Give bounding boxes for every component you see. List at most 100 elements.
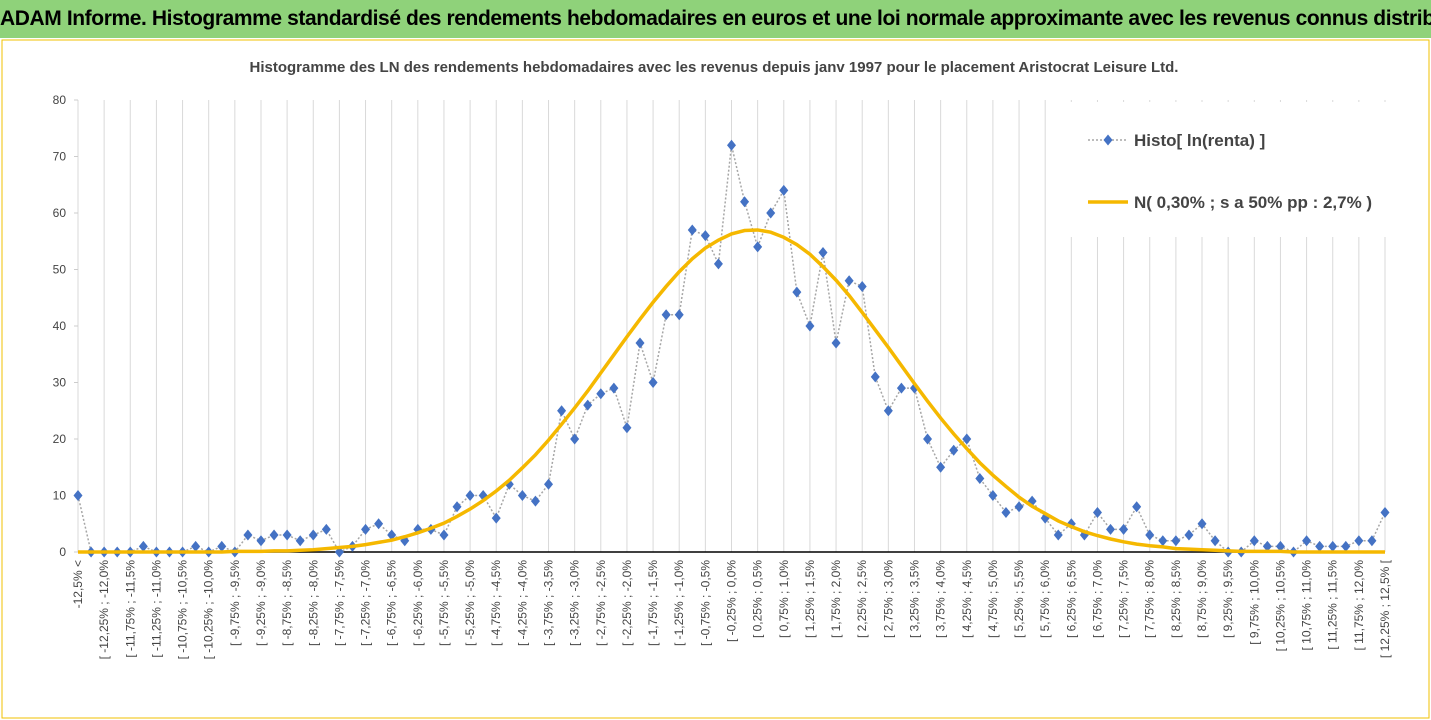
histo-marker [1302, 535, 1312, 547]
x-tick-label: [ -11,75% ; -11,5% [123, 560, 137, 658]
x-tick-label: [ 6,25% ; 6,5% [1064, 560, 1078, 638]
histo-marker [1275, 540, 1285, 552]
x-tick-label: [ -5,75% ; -5,5% [437, 560, 451, 646]
histo-marker [491, 512, 501, 524]
histo-marker [609, 382, 619, 394]
histo-marker [1014, 501, 1024, 513]
x-tick-label: [ 10,25% ; 10,5% [1273, 560, 1287, 652]
histo-marker [700, 230, 710, 242]
x-tick-label: [ 11,75% ; 12,0% [1352, 560, 1366, 651]
x-tick-label: [ 2,75% ; 3,0% [881, 560, 895, 638]
histo-marker [805, 320, 815, 332]
x-tick-label: [ 0,75% ; 1,0% [777, 560, 791, 638]
histo-marker [1341, 540, 1351, 552]
histo-marker [583, 399, 593, 411]
histo-marker [1249, 535, 1259, 547]
histo-marker [753, 241, 763, 253]
histo-marker [1328, 540, 1338, 552]
histo-marker [1119, 523, 1129, 535]
histo-marker [1197, 518, 1207, 530]
x-tick-label: [ 11,25% ; 11,5% [1326, 560, 1340, 650]
histo-marker [674, 309, 684, 321]
y-tick-label: 30 [53, 376, 67, 390]
chart-title: Histogramme des LN des rendements hebdom… [250, 59, 1179, 76]
y-tick-label: 20 [53, 432, 67, 446]
x-tick-label: [ 5,25% ; 5,5% [1012, 560, 1026, 638]
histo-marker [975, 473, 985, 485]
histo-marker [439, 529, 449, 541]
histo-marker [361, 523, 371, 535]
x-tick-label: [ -9,75% ; -9,5% [228, 560, 242, 646]
histo-marker [818, 247, 828, 259]
x-tick-label: [ 2,25% ; 2,5% [855, 560, 869, 638]
histo-marker [243, 529, 253, 541]
histo-marker [740, 196, 750, 208]
histo-marker [557, 405, 567, 417]
histo-marker [622, 422, 632, 434]
histo-marker [1040, 512, 1050, 524]
y-tick-label: 0 [59, 545, 66, 559]
x-tick-label: [ -10,25% ; -10,0% [202, 560, 216, 660]
y-tick-label: 40 [53, 319, 67, 333]
histo-marker [138, 540, 148, 552]
x-tick-label: -12,5% < [71, 560, 85, 608]
x-tick-label: [ -6,25% ; -6,0% [411, 560, 425, 646]
histo-marker [635, 337, 645, 349]
x-tick-label: [ 8,25% ; 8,5% [1169, 560, 1183, 638]
x-tick-label: [ -3,25% ; -3,0% [568, 560, 582, 646]
histo-marker [1380, 506, 1390, 518]
normal-curve [78, 228, 1385, 554]
histo-marker [321, 523, 331, 535]
x-tick-label: [ 3,25% ; 3,5% [907, 560, 921, 638]
x-tick-label: [ -12,25% ; -12,0% [97, 560, 111, 660]
x-tick-label: [ -10,75% ; -10,5% [176, 560, 190, 660]
histo-marker [1210, 535, 1220, 547]
x-tick-label: [ -7,75% ; -7,5% [332, 560, 346, 646]
chart: Histogramme des LN des rendements hebdom… [1, 39, 1430, 719]
x-tick-label: [ -8,75% ; -8,5% [280, 560, 294, 646]
x-tick-label: [ -6,75% ; -6,5% [385, 560, 399, 646]
x-tick-label: [ 9,25% ; 9,5% [1221, 560, 1235, 638]
histo-marker [870, 371, 880, 383]
histo-marker [844, 275, 854, 287]
y-tick-label: 10 [53, 489, 67, 503]
histo-marker [962, 433, 972, 445]
histo-marker [1145, 529, 1155, 541]
histo-marker [544, 478, 554, 490]
x-tick-label: [ 1,75% ; 2,0% [829, 560, 843, 638]
histo-marker [308, 529, 318, 541]
x-tick-label: [ -3,75% ; -3,5% [542, 560, 556, 646]
histo-marker [1106, 523, 1116, 535]
x-tick-label: [ 8,75% ; 9,0% [1195, 560, 1209, 638]
x-tick-label: [ -1,25% ; -1,0% [672, 560, 686, 646]
x-tick-label: [ 3,75% ; 4,0% [934, 560, 948, 638]
legend-marker [1103, 134, 1113, 146]
y-tick-label: 70 [53, 150, 67, 164]
histo-marker [1132, 501, 1142, 513]
histo-marker [687, 224, 697, 236]
y-tick-label: 50 [53, 263, 67, 277]
x-tick-label: [ 12,25% ; 12,5% [ [1378, 559, 1392, 658]
histo-marker [452, 501, 462, 513]
histo-marker [792, 286, 802, 298]
x-tick-label: [ 1,25% ; 1,5% [803, 560, 817, 638]
histo-marker [570, 433, 580, 445]
x-tick-label: [ -1,75% ; -1,5% [646, 560, 660, 646]
histo-marker [949, 444, 959, 456]
histo-marker [217, 540, 227, 552]
x-tick-label: [ -0,25% ; 0,0% [725, 560, 739, 642]
histo-marker [1158, 535, 1168, 547]
x-tick-label: [ -4,75% ; -4,5% [489, 560, 503, 646]
histo-marker [1171, 535, 1181, 547]
x-tick-label: [ -8,25% ; -8,0% [306, 560, 320, 646]
histo-marker [661, 309, 671, 321]
x-tick-label: [ 4,25% ; 4,5% [960, 560, 974, 638]
histo-marker [191, 540, 201, 552]
x-tick-label: [ -11,25% ; -11,0% [149, 560, 163, 658]
x-tick-label: [ -9,25% ; -9,0% [254, 560, 268, 646]
histo-marker [1184, 529, 1194, 541]
x-tick-label: [ -4,25% ; -4,0% [515, 560, 529, 646]
histo-marker [713, 258, 723, 270]
histo-marker [857, 280, 867, 292]
